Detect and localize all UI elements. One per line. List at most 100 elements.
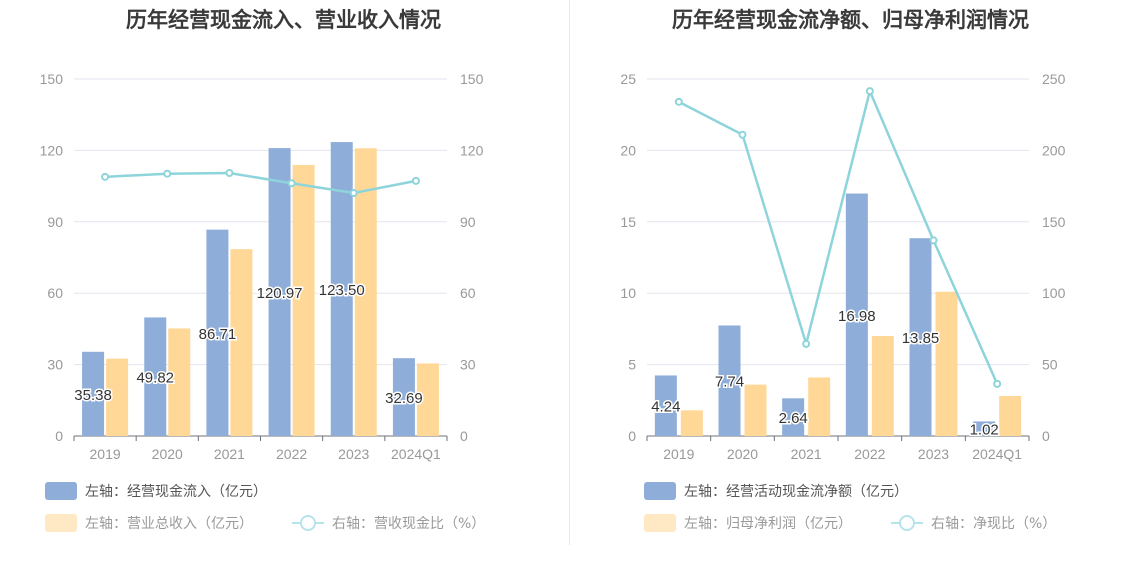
y-tick-label: 15 — [620, 214, 636, 230]
bar-series-1 — [973, 421, 996, 436]
x-tick-label: 2020 — [727, 446, 758, 462]
chart-title: 历年经营现金流净额、归母净利润情况 — [672, 8, 1029, 32]
bar-data-label: 32.69 — [385, 390, 423, 407]
chart-right: 历年经营现金流净额、归母净利润情况 0 5 10 15 20 25 0 50 100 150 200… — [567, 0, 1134, 582]
y2-tick-label: 120 — [460, 142, 484, 158]
x-tick-label: 2024Q1 — [391, 446, 441, 462]
x-tick-label: 2019 — [90, 446, 121, 462]
y-tick-label: 10 — [620, 285, 636, 301]
bar-data-label: 2.64 — [779, 410, 808, 427]
legend-bar-swatch — [644, 482, 676, 500]
x-tick-label: 2019 — [663, 446, 694, 462]
line-point — [674, 97, 683, 106]
bar-series-2 — [680, 410, 703, 436]
bar-series-2 — [354, 148, 377, 436]
line-point — [802, 339, 811, 348]
y2-tick-label: 30 — [460, 357, 476, 373]
bar-data-label: 4.24 — [651, 399, 680, 416]
y-tick-label: 0 — [628, 428, 636, 444]
chart-left: 历年经营现金流入、营业收入情况 0 30 60 90 120 150 0 30 60 90 120 1… — [40, 8, 485, 533]
legend-item[interactable]: 左轴：归母净利润（亿元） — [644, 513, 852, 533]
legend-label: 右轴：营收现金比（%） — [332, 516, 486, 532]
legend-item[interactable]: 右轴：营收现金比（%） — [292, 513, 485, 533]
line-point — [738, 130, 747, 139]
y-tick-label: 60 — [47, 285, 63, 301]
y2-tick-label: 200 — [1042, 142, 1066, 158]
line-point — [993, 379, 1002, 388]
legend-item[interactable]: 左轴：经营活动现金流净额（亿元） — [644, 481, 908, 501]
bar-data-label: 7.74 — [715, 374, 744, 391]
legend-bar-swatch — [45, 482, 77, 500]
bar-series-1 — [144, 317, 167, 436]
bar-series-1 — [718, 325, 741, 436]
legend-item[interactable]: 左轴：营业总收入（亿元） — [45, 513, 253, 533]
y2-tick-label: 250 — [1042, 71, 1066, 87]
bar-series-2 — [292, 164, 315, 436]
legend-label: 左轴：经营现金流入（亿元） — [85, 484, 267, 500]
line-point — [929, 236, 938, 245]
x-tick-label: 2024Q1 — [972, 446, 1022, 462]
bar-series-2 — [416, 363, 439, 436]
line-series — [105, 171, 417, 195]
x-tick-label: 2023 — [338, 446, 369, 462]
y2-tick-label: 60 — [460, 285, 476, 301]
bar-data-label: 123.50 — [319, 282, 365, 299]
y-tick-label: 5 — [628, 357, 636, 373]
line-point — [163, 169, 172, 178]
x-tick-label: 2023 — [918, 446, 949, 462]
bar-series-1 — [82, 351, 105, 436]
bar-series-1 — [782, 398, 805, 436]
panel-divider — [569, 0, 570, 545]
line-point — [349, 189, 358, 198]
bar-series-1 — [909, 238, 932, 436]
y2-tick-label: 150 — [460, 71, 484, 87]
bar-data-label: 1.02 — [970, 422, 999, 439]
line-point — [865, 87, 874, 96]
bar-series-2 — [808, 377, 831, 436]
line-point — [101, 172, 110, 181]
y2-tick-label: 150 — [1042, 214, 1066, 230]
legend-label: 左轴：经营活动现金流净额（亿元） — [684, 484, 908, 500]
x-tick-label: 2020 — [152, 446, 183, 462]
legend-item[interactable]: 右轴：净现比（%） — [891, 513, 1056, 533]
legend-item[interactable]: 左轴：经营现金流入（亿元） — [45, 481, 267, 501]
legend-label: 右轴：净现比（%） — [931, 516, 1057, 532]
y-tick-label: 120 — [40, 142, 64, 158]
bar-series-2 — [744, 384, 767, 436]
line-series — [678, 87, 999, 385]
bar-data-label: 49.82 — [136, 370, 174, 387]
legend-line-swatch — [292, 514, 324, 532]
y-tick-label: 150 — [40, 71, 64, 87]
bar-series-2 — [168, 328, 191, 436]
chart-title: 历年经营现金流入、营业收入情况 — [126, 8, 441, 32]
line-point — [287, 179, 296, 188]
line-point — [411, 176, 420, 185]
x-tick-label: 2021 — [214, 446, 245, 462]
legend-label: 左轴：归母净利润（亿元） — [684, 516, 852, 532]
bar-series-1 — [845, 193, 868, 436]
y-tick-label: 0 — [55, 428, 63, 444]
bar-series-2 — [871, 336, 894, 436]
y-tick-label: 30 — [47, 357, 63, 373]
legend-line-swatch — [891, 514, 923, 532]
x-tick-label: 2022 — [276, 446, 307, 462]
legend-bar-swatch — [644, 514, 676, 532]
y2-tick-label: 100 — [1042, 285, 1066, 301]
y2-tick-label: 0 — [1042, 428, 1050, 444]
bar-series-2 — [935, 291, 958, 436]
y-tick-label: 90 — [47, 214, 63, 230]
chart-plot-area: 0 30 60 90 120 150 0 30 60 90 120 150 2019 2020 2021 20… — [40, 71, 484, 462]
legend-bar-swatch — [45, 514, 77, 532]
bar-series-2 — [999, 396, 1022, 436]
x-tick-label: 2022 — [854, 446, 885, 462]
y-tick-label: 25 — [620, 71, 636, 87]
bar-series-2 — [230, 249, 253, 436]
bar-series-2 — [106, 358, 129, 436]
x-tick-label: 2021 — [791, 446, 822, 462]
legend-label: 左轴：营业总收入（亿元） — [85, 516, 253, 532]
bar-series-1 — [392, 358, 415, 436]
bar-series-1 — [268, 148, 291, 436]
bar-data-label: 120.97 — [257, 285, 303, 302]
y2-tick-label: 90 — [460, 214, 476, 230]
